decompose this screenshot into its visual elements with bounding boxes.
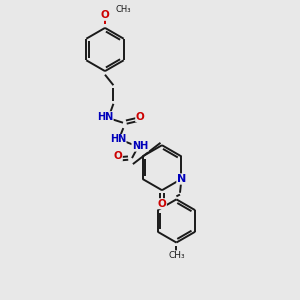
Text: N: N [177, 174, 186, 184]
Text: CH₃: CH₃ [115, 5, 131, 14]
Text: O: O [100, 10, 109, 20]
Text: CH₃: CH₃ [168, 251, 185, 260]
Text: HN: HN [110, 134, 126, 145]
Text: HN: HN [97, 112, 113, 122]
Text: O: O [158, 199, 166, 209]
Text: O: O [113, 151, 122, 161]
Text: O: O [136, 112, 145, 122]
Text: NH: NH [132, 141, 148, 151]
